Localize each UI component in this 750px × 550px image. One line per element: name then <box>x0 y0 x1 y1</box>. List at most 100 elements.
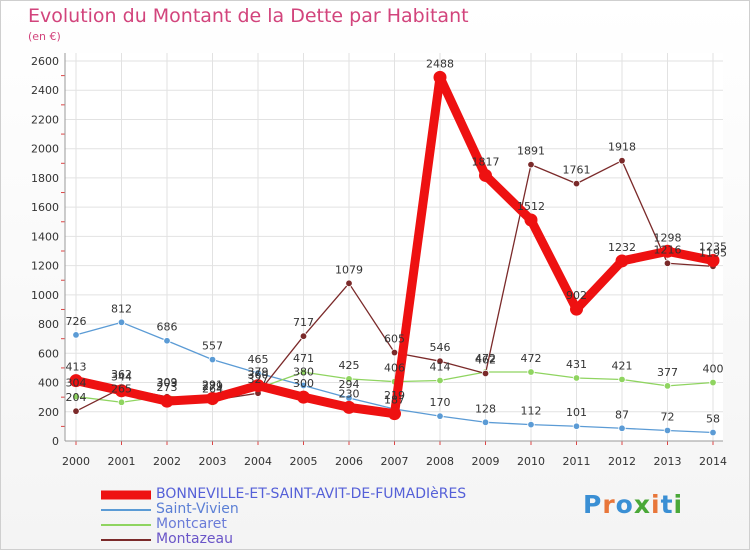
data-point <box>572 374 581 382</box>
data-point <box>72 392 80 401</box>
legend-label: Montcaret <box>156 516 227 532</box>
data-label: 812 <box>111 302 132 315</box>
data-point <box>618 375 626 384</box>
data-label: 406 <box>384 362 405 375</box>
data-label: 230 <box>339 387 360 400</box>
data-label: 265 <box>111 382 132 395</box>
data-point <box>433 70 447 84</box>
x-tick-label: 2013 <box>654 455 682 468</box>
x-tick-label: 2004 <box>244 455 272 468</box>
data-point <box>115 384 128 398</box>
data-label: 1761 <box>563 164 591 177</box>
data-label: 219 <box>384 389 405 402</box>
data-label: 362 <box>111 368 132 381</box>
x-tick-label: 2007 <box>381 455 409 468</box>
data-point <box>436 357 444 365</box>
data-point <box>527 368 535 376</box>
data-point <box>436 412 444 420</box>
data-point <box>663 382 672 390</box>
data-label: 431 <box>566 358 587 371</box>
data-label: 472 <box>521 352 542 365</box>
data-label: 360 <box>248 368 269 381</box>
y-tick-label: 2600 <box>31 55 59 68</box>
y-tick-label: 1600 <box>31 201 59 214</box>
data-point <box>572 179 581 188</box>
data-label: 465 <box>248 353 269 366</box>
data-label: 304 <box>66 377 87 390</box>
legend-label: BONNEVILLE-ET-SAINT-AVIT-DE-FUMADIèRES <box>156 486 467 502</box>
data-point <box>436 376 444 385</box>
y-tick-label: 1800 <box>31 172 59 185</box>
data-point <box>69 374 83 388</box>
data-label: 1817 <box>472 155 500 168</box>
y-tick-label: 1200 <box>31 260 59 273</box>
data-label: 1195 <box>699 246 727 259</box>
data-point <box>390 348 399 357</box>
logo-letter: i <box>673 490 684 519</box>
legend-swatch <box>101 508 151 511</box>
data-label: 204 <box>66 391 87 404</box>
data-label: 726 <box>66 315 87 328</box>
x-tick-label: 2009 <box>472 455 500 468</box>
x-tick-label: 2008 <box>426 455 454 468</box>
data-label: 2488 <box>426 57 454 70</box>
proxiti-logo: Proxiti <box>583 490 683 519</box>
data-point <box>117 318 126 327</box>
y-tick-label: 1400 <box>31 230 59 243</box>
data-point <box>527 160 535 169</box>
y-tick-label: 1000 <box>31 289 59 302</box>
data-point <box>618 424 626 432</box>
data-point <box>709 378 717 387</box>
data-point <box>299 381 308 390</box>
logo-letter: x <box>633 490 651 519</box>
data-point <box>570 302 583 316</box>
logo-letter: o <box>615 490 634 519</box>
legend-label: Saint-Vivien <box>156 501 239 517</box>
x-tick-label: 2001 <box>108 455 136 468</box>
data-label: 414 <box>430 360 451 373</box>
data-label: 462 <box>475 353 496 366</box>
data-label: 717 <box>293 316 314 329</box>
data-point <box>160 394 174 408</box>
data-label: 1216 <box>654 243 682 256</box>
y-tick-label: 600 <box>38 347 59 360</box>
data-label: 291 <box>202 378 223 391</box>
data-point <box>72 331 80 339</box>
x-tick-label: 2005 <box>290 455 318 468</box>
data-label: 300 <box>293 377 314 390</box>
data-label: 58 <box>706 413 720 426</box>
logo-letter: t <box>660 490 674 519</box>
data-point <box>481 418 490 426</box>
data-point <box>299 368 308 376</box>
data-point <box>481 369 490 378</box>
legend-swatch <box>101 538 151 541</box>
data-label: 128 <box>475 402 496 415</box>
data-label: 400 <box>703 363 724 376</box>
y-tick-label: 200 <box>38 406 59 419</box>
legend-label: Montazeau <box>156 531 233 547</box>
data-point <box>709 428 717 437</box>
y-tick-label: 400 <box>38 377 59 390</box>
x-tick-label: 2010 <box>517 455 545 468</box>
data-label: 413 <box>66 361 87 374</box>
x-tick-label: 2000 <box>62 455 90 468</box>
legend-swatch <box>101 523 151 526</box>
data-point <box>299 332 308 340</box>
y-tick-label: 0 <box>52 435 59 448</box>
x-tick-label: 2014 <box>699 455 727 468</box>
data-label: 377 <box>657 366 678 379</box>
data-point <box>342 400 356 414</box>
data-point <box>345 279 353 287</box>
logo-letter: r <box>602 490 616 519</box>
x-tick-label: 2012 <box>608 455 636 468</box>
data-point <box>618 156 626 165</box>
data-label: 1891 <box>517 145 545 158</box>
data-label: 380 <box>293 365 314 378</box>
data-point <box>524 213 538 227</box>
data-point <box>388 407 401 421</box>
data-label: 421 <box>612 359 633 372</box>
data-point <box>663 259 672 267</box>
data-label: 72 <box>661 410 675 423</box>
